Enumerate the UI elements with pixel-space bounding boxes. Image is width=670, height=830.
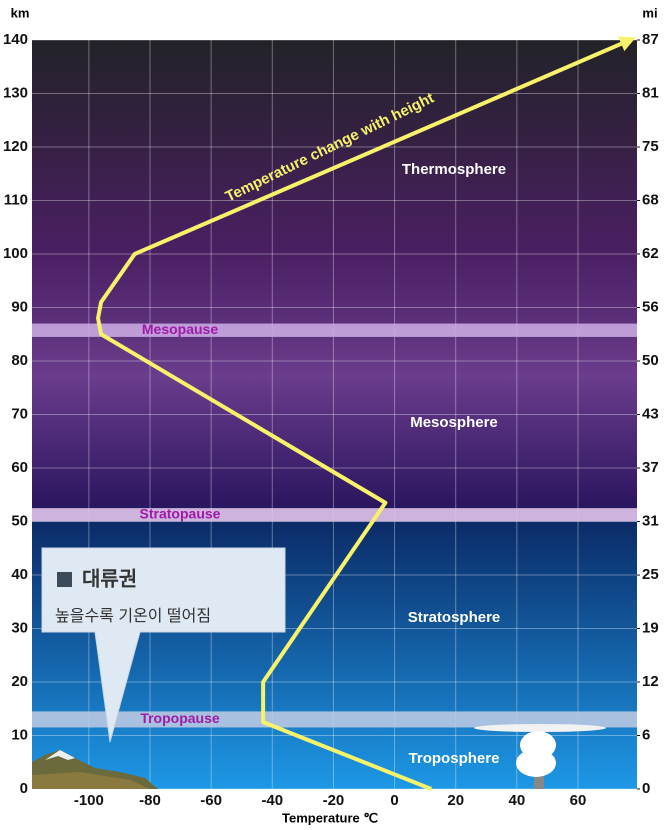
y2-tick-label: 62 xyxy=(642,245,659,262)
y-tick-label: 130 xyxy=(3,84,28,101)
y-tick-label: 120 xyxy=(3,138,28,155)
layer-band xyxy=(32,711,637,728)
y-tick-label: 40 xyxy=(11,566,28,583)
y2-tick-label: 0 xyxy=(642,780,650,797)
x-tick-label: 60 xyxy=(570,792,587,809)
x-tick-label: 0 xyxy=(390,792,398,809)
layer-label: Tropopause xyxy=(140,710,220,726)
layers xyxy=(32,323,637,728)
y2-tick-label: 43 xyxy=(642,406,659,423)
y-tick-label: 10 xyxy=(11,726,28,743)
y2-tick-label: 37 xyxy=(642,459,659,476)
x-tick-label: 20 xyxy=(447,792,464,809)
y-axis-label: km xyxy=(11,5,30,20)
x-tick-label: -60 xyxy=(200,792,222,809)
region-label: Thermosphere xyxy=(402,161,506,178)
callout-icon xyxy=(57,572,72,587)
layer-label: Stratopause xyxy=(140,506,221,522)
y-tick-label: 60 xyxy=(11,459,28,476)
y2-tick-label: 68 xyxy=(642,191,659,208)
y-tick-label: 100 xyxy=(3,245,28,262)
y-tick-label: 140 xyxy=(3,31,28,48)
region-label: Stratosphere xyxy=(408,609,501,626)
y2-tick-label: 6 xyxy=(642,726,650,743)
y2-tick-label: 87 xyxy=(642,31,659,48)
mountains xyxy=(32,750,158,789)
y2-tick-label: 75 xyxy=(642,138,659,155)
callout: 대류권 높을수록 기온이 떨어짐 xyxy=(41,547,286,743)
x-tick-label: -40 xyxy=(261,792,283,809)
y-tick-label: 30 xyxy=(11,619,28,636)
y-tick-label: 80 xyxy=(11,352,28,369)
y-tick-label: 0 xyxy=(20,780,28,797)
x-tick-label: -100 xyxy=(74,792,104,809)
y-tick-label: 90 xyxy=(11,298,28,315)
x-tick-label: -20 xyxy=(323,792,345,809)
x-tick-label: -80 xyxy=(139,792,161,809)
grid xyxy=(32,39,637,790)
y2-tick-label: 81 xyxy=(642,84,659,101)
lines xyxy=(96,36,636,791)
y-tick-label: 20 xyxy=(11,673,28,690)
layer-band xyxy=(32,323,637,337)
callout-title: 대류권 xyxy=(82,567,137,590)
y2-tick-label: 25 xyxy=(642,566,659,583)
y-tick-label: 50 xyxy=(11,512,28,529)
plot-background xyxy=(32,40,637,789)
y2-tick-label: 12 xyxy=(642,673,659,690)
y-tick-label: 110 xyxy=(4,191,28,208)
cloud xyxy=(474,724,606,789)
y-tick-label: 70 xyxy=(11,405,28,422)
region-label: Mesosphere xyxy=(410,414,498,431)
y2-axis-label: mi xyxy=(642,5,657,20)
x-tick-label: 40 xyxy=(509,792,526,809)
series-line xyxy=(96,36,636,791)
y2-tick-label: 19 xyxy=(642,619,659,636)
layer-band xyxy=(32,508,637,522)
y2-tick-label: 56 xyxy=(642,298,659,315)
region-label: Troposphere xyxy=(409,750,500,767)
y2-tick-label: 50 xyxy=(642,352,659,369)
callout-text: 높을수록 기온이 떨어짐 xyxy=(55,607,211,625)
layer-label: Mesopause xyxy=(142,321,218,337)
x-axis-label: Temperature ℃ xyxy=(282,810,378,825)
y2-tick-label: 31 xyxy=(642,512,659,529)
